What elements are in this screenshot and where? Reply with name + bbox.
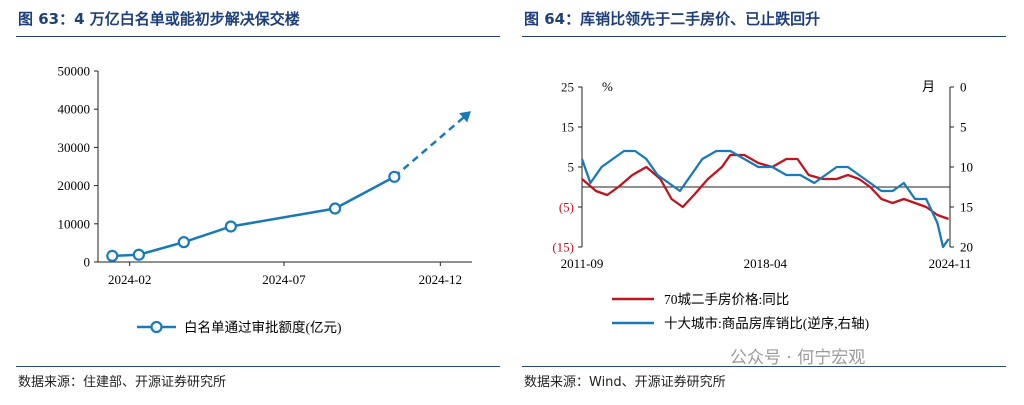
right-left-tick-label: (15) xyxy=(552,240,574,255)
left-y-tick-label: 30000 xyxy=(58,140,91,155)
left-y-tick-label: 10000 xyxy=(58,216,91,231)
right-chart-title: 图 64：库销比领先于二手房价、已止跌回升 xyxy=(524,10,821,28)
left-projection-dashed-line xyxy=(393,116,465,178)
right-right-tick-label: 10 xyxy=(960,160,973,175)
left-series-line xyxy=(112,175,395,258)
right-source-rule xyxy=(522,366,1006,367)
right-left-axis-unit: % xyxy=(602,79,613,94)
left-legend-label: 白名单通过审批额度(亿元) xyxy=(184,320,342,335)
right-x-tick-label: 2018-04 xyxy=(744,256,788,271)
right-legend-label-price: 70城二手房价格:同比 xyxy=(664,292,789,307)
left-chart: 0 10000 20000 30000 40000 50000 2024-02 2024-07… xyxy=(58,64,472,335)
right-right-axis-unit: 月 xyxy=(922,79,935,94)
right-inventory-ratio-line xyxy=(580,149,950,249)
right-right-tick-label: 0 xyxy=(960,80,967,95)
right-right-tick-label: 20 xyxy=(960,240,973,255)
left-x-tick-label: 2024-12 xyxy=(419,272,462,287)
left-x-tick-label: 2024-02 xyxy=(108,272,151,287)
left-source-note: 数据来源：住建部、开源证券研究所 xyxy=(18,375,227,390)
right-left-tick-label: 5 xyxy=(568,160,575,175)
right-left-tick-label: (5) xyxy=(559,200,574,215)
left-y-tick-label: 0 xyxy=(84,255,91,270)
right-right-tick-label: 5 xyxy=(960,120,967,135)
left-title-rule xyxy=(16,36,500,37)
left-projection-arrowhead xyxy=(459,111,471,123)
left-data-point xyxy=(328,202,342,215)
left-data-point xyxy=(177,236,190,249)
left-y-tick-label: 20000 xyxy=(58,178,91,193)
left-x-tick-label: 2024-07 xyxy=(262,272,306,287)
left-data-point xyxy=(388,170,401,183)
right-chart: 25 15 5 (5) (15) 0 5 10 15 20% 月 2011-09 2018-04 2024… xyxy=(552,79,973,331)
right-title-rule xyxy=(522,36,1006,37)
right-x-tick-label: 2024-11 xyxy=(929,256,972,271)
left-data-point xyxy=(106,249,119,262)
left-data-point xyxy=(132,248,145,261)
left-source-rule xyxy=(16,366,500,367)
right-source-note: 数据来源：Wind、开源证券研究所 xyxy=(524,375,726,390)
left-legend-marker xyxy=(150,320,163,334)
right-left-tick-label: 25 xyxy=(561,80,574,95)
left-chart-title: 图 63：4 万亿白名单或能初步解决保交楼 xyxy=(18,10,300,28)
right-legend-label-inventory: 十大城市:商品房库销比(逆序,右轴) xyxy=(664,315,869,331)
watermark: 公众号 · 何宁宏观 xyxy=(730,348,866,368)
left-y-tick-label: 50000 xyxy=(58,64,91,79)
right-x-tick-label: 2011-09 xyxy=(561,256,604,271)
left-y-tick-label: 40000 xyxy=(58,102,91,117)
right-left-tick-label: 15 xyxy=(561,120,574,135)
right-right-tick-label: 15 xyxy=(960,200,973,215)
left-data-point xyxy=(224,220,237,233)
